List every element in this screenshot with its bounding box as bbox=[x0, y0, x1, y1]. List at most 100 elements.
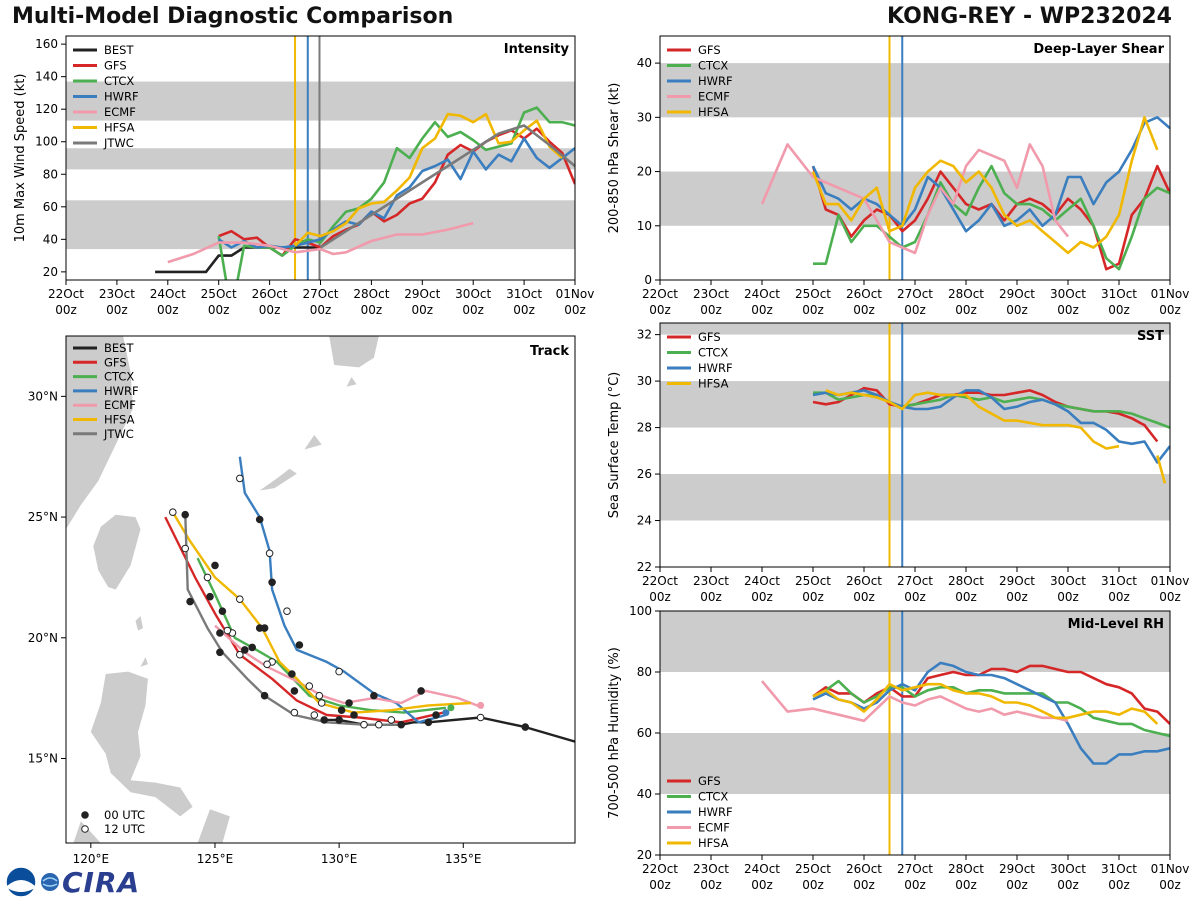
x-tick-label: 31Oct bbox=[1101, 287, 1137, 301]
marker-12utc bbox=[317, 699, 326, 707]
x-tick-sublabel: 00z bbox=[1159, 590, 1181, 604]
x-tick-label: 28Oct bbox=[948, 574, 984, 588]
marker-12utc bbox=[375, 720, 383, 729]
x-tick-sublabel: 00z bbox=[1057, 878, 1079, 892]
marker-12utc bbox=[305, 682, 314, 690]
land-yakushima bbox=[346, 377, 357, 387]
chart-track: 120°E 125°E 130°E 135°E 15°N 20°N 25°N 30°N Trac… bbox=[28, 335, 576, 866]
x-tick-label: 29Oct bbox=[999, 287, 1035, 301]
x-tick-sublabel: 00z bbox=[853, 878, 875, 892]
x-tick-label: 22Oct bbox=[642, 287, 678, 301]
marker-00utc bbox=[181, 510, 189, 519]
land-china bbox=[66, 336, 133, 530]
x-tick-label: 24Oct bbox=[150, 287, 186, 301]
x-tick-label: 24Oct bbox=[744, 287, 780, 301]
x-tick-sublabel: 00z bbox=[462, 303, 484, 317]
x-tick-label: 26Oct bbox=[846, 574, 882, 588]
chart-title: Mid-Level RH bbox=[1068, 617, 1164, 632]
marker-12utc bbox=[387, 716, 396, 724]
x-tick-sublabel: 00z bbox=[157, 303, 179, 317]
legend-label: ECMF bbox=[698, 90, 730, 104]
marker-00utc bbox=[397, 720, 406, 729]
marker-00utc bbox=[295, 641, 304, 649]
x-tick-sublabel: 00z bbox=[904, 878, 926, 892]
legend-label: HWRF bbox=[698, 361, 733, 375]
x-tick-label: 29Oct bbox=[404, 287, 440, 301]
x-tick-sublabel: 00z bbox=[802, 303, 824, 317]
chart-sst: 22 24 26 28 30 32 22Oct 00z 23Oct 00z 24Oct 00z 25Oc… bbox=[607, 322, 1189, 604]
y-tick-label: 20 bbox=[637, 165, 652, 179]
shaded-band bbox=[660, 323, 1170, 335]
legend-label: HFSA bbox=[104, 121, 135, 135]
x-tick-label: 28Oct bbox=[353, 287, 389, 301]
shaded-band bbox=[660, 171, 1170, 226]
plot-frame bbox=[65, 335, 576, 844]
x-tick-label: 27Oct bbox=[897, 862, 933, 876]
x-tick-sublabel: 00z bbox=[751, 878, 773, 892]
x-tick-sublabel: 00z bbox=[853, 303, 875, 317]
x-tick-sublabel: 00z bbox=[259, 303, 281, 317]
series-line-ctcx bbox=[217, 106, 575, 280]
marker-12utc bbox=[265, 549, 274, 558]
page-title: Multi-Model Diagnostic Comparison bbox=[12, 4, 454, 29]
y-tick-label: 20 bbox=[637, 848, 652, 862]
marker-00utc bbox=[211, 561, 219, 570]
series-line-ctcx bbox=[813, 164, 1170, 271]
marker-12utc bbox=[310, 711, 319, 719]
marker-00utc bbox=[216, 648, 224, 657]
x-tick-label: 26Oct bbox=[846, 287, 882, 301]
marker-00utc bbox=[288, 670, 296, 678]
y-tick-label: 100 bbox=[35, 135, 58, 149]
y-tick-label: 40 bbox=[637, 56, 652, 70]
marker-00utc bbox=[370, 691, 378, 700]
chart-shear: 0 10 20 30 40 22Oct 00z 23Oct 00z 24Oct 00z 25Oct 00… bbox=[607, 35, 1190, 317]
marker-00utc bbox=[186, 597, 194, 606]
x-tick-label: 31Oct bbox=[1101, 862, 1137, 876]
marker-00utc bbox=[432, 711, 440, 719]
y-tick-label: 28 bbox=[637, 421, 652, 435]
logo: CIRA bbox=[4, 866, 140, 899]
x-tick-sublabel: 00z bbox=[751, 590, 773, 604]
legend-marker-00utc bbox=[81, 811, 89, 819]
track-line-best bbox=[326, 716, 575, 743]
marker-00utc bbox=[241, 646, 249, 654]
y-tick-label: 60 bbox=[43, 200, 58, 214]
globe-icon bbox=[41, 873, 59, 891]
x-tick-sublabel: 00z bbox=[802, 590, 824, 604]
marker-12utc bbox=[283, 607, 291, 616]
forecast-end-point bbox=[477, 701, 485, 709]
lat-tick-label: 15°N bbox=[28, 752, 58, 766]
x-tick-label: 30Oct bbox=[1050, 287, 1086, 301]
x-tick-label: 22Oct bbox=[48, 287, 84, 301]
marker-00utc bbox=[206, 592, 214, 601]
y-tick-label: 30 bbox=[637, 110, 652, 124]
land-taiwan bbox=[93, 514, 141, 590]
x-tick-label: 01Nov bbox=[1151, 287, 1190, 301]
chart-title: Track bbox=[530, 344, 569, 359]
lon-tick-label: 135°E bbox=[445, 852, 482, 866]
marker-12utc bbox=[236, 595, 244, 604]
marker-00utc bbox=[260, 624, 269, 632]
x-tick-label: 01Nov bbox=[556, 287, 595, 301]
lat-tick-label: 30°N bbox=[28, 389, 58, 403]
land-kyushu bbox=[329, 336, 379, 368]
marker-12utc bbox=[236, 474, 244, 483]
legend-label: 00 UTC bbox=[104, 808, 145, 822]
x-tick-label: 25Oct bbox=[795, 862, 831, 876]
marker-12utc bbox=[315, 691, 324, 700]
chart-title: Deep-Layer Shear bbox=[1033, 42, 1164, 57]
track-line-ecmf bbox=[214, 624, 484, 709]
y-tick-label: 60 bbox=[637, 726, 652, 740]
land-amami bbox=[304, 435, 322, 450]
marker-00utc bbox=[255, 515, 264, 524]
marker-12utc bbox=[203, 573, 212, 582]
x-tick-sublabel: 00z bbox=[802, 878, 824, 892]
legend-label: GFS bbox=[104, 355, 127, 369]
legend-label: HFSA bbox=[104, 413, 135, 427]
x-tick-sublabel: 00z bbox=[1006, 590, 1028, 604]
x-tick-sublabel: 00z bbox=[412, 303, 434, 317]
y-tick-label: 24 bbox=[637, 514, 652, 528]
marker-00utc bbox=[218, 607, 227, 616]
legend-label: GFS bbox=[104, 59, 127, 73]
marker-12utc bbox=[236, 650, 244, 659]
